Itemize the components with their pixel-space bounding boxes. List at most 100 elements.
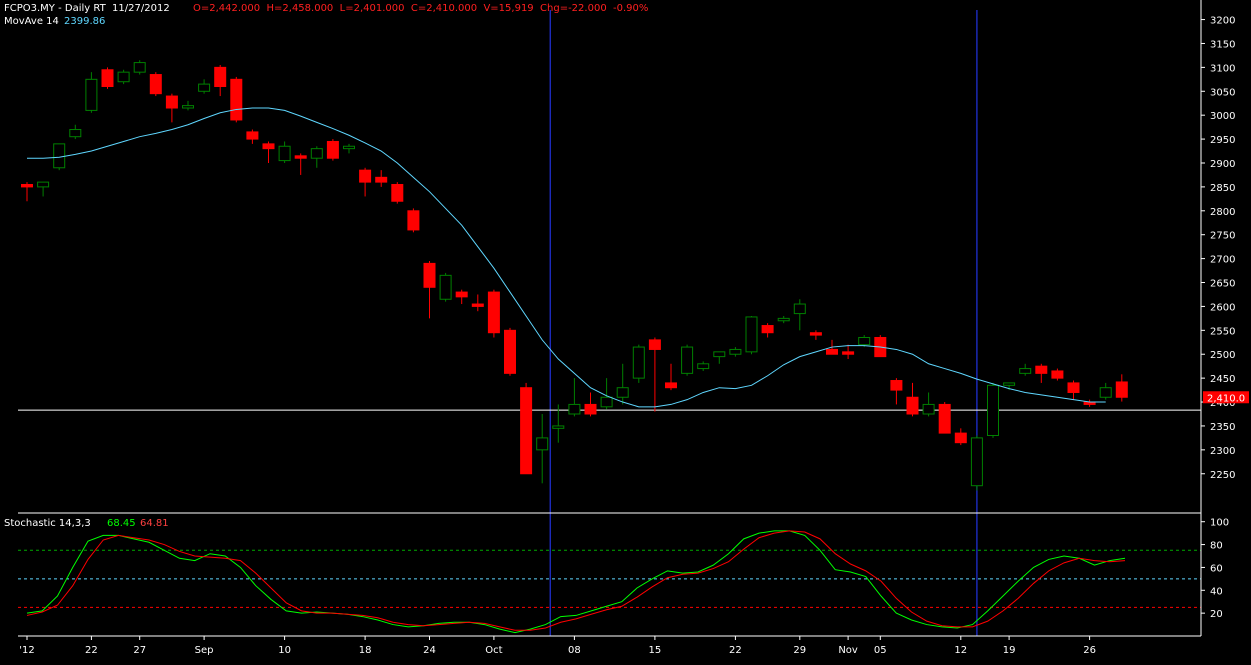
stoch-tick-label: 40 [1210, 586, 1223, 597]
price-tick-label: 2300 [1210, 446, 1235, 457]
price-tick-label: 2350 [1210, 422, 1235, 433]
candle-down [149, 74, 162, 95]
candle-down [504, 329, 516, 374]
candle-up [745, 316, 758, 353]
candle-up [729, 348, 742, 355]
x-tick-label: 22 [85, 645, 98, 656]
candle-down [326, 140, 339, 159]
price-panel [18, 60, 1201, 491]
stoch-k-line [26, 530, 1126, 634]
candle-down [584, 403, 597, 415]
price-tick-label: 2250 [1210, 470, 1235, 481]
stoch-k-value: 68.45 [107, 518, 136, 529]
last-price-box [1203, 391, 1249, 404]
x-tick-label: 26 [1083, 645, 1096, 656]
candle-up [858, 336, 871, 346]
ohlc-line: O=2,442.000 H=2,458.000 L=2,401.000 C=2,… [193, 3, 649, 14]
candle-up [681, 346, 694, 374]
price-tick-label: 2850 [1210, 183, 1235, 194]
x-tick-label: 15 [649, 645, 662, 656]
candle-down [230, 78, 243, 121]
candle-up [343, 145, 355, 150]
price-tick-label: 3000 [1210, 111, 1235, 122]
candle-up [310, 148, 323, 159]
x-tick-label: 29 [793, 645, 806, 656]
stoch-label: Stochastic 14,3,3 [4, 518, 91, 529]
candle-down [954, 432, 967, 444]
candle-up [117, 71, 130, 83]
candle-down [938, 403, 951, 434]
candle-down [262, 143, 275, 150]
x-tick-label: 05 [874, 645, 887, 656]
price-tick-label: 3050 [1210, 87, 1235, 98]
candle-down [375, 176, 388, 183]
candle-up [568, 403, 581, 415]
x-tick-label: 19 [1003, 645, 1016, 656]
x-tick-label: Sep [195, 645, 214, 656]
candle-up [182, 105, 194, 109]
price-tick-label: 2450 [1210, 374, 1235, 385]
candle-down [842, 351, 855, 355]
candle-up [1003, 382, 1016, 386]
candle-up [439, 274, 452, 300]
candle-up [1099, 387, 1112, 398]
price-tick-label: 3100 [1210, 63, 1235, 74]
candle-down [826, 348, 838, 355]
x-tick-label: 27 [133, 645, 146, 656]
candle-up [970, 437, 983, 487]
candle-down [487, 291, 500, 334]
candle-down [665, 382, 677, 389]
x-tick-label: '12 [19, 645, 34, 656]
x-tick-label: 08 [568, 645, 581, 656]
x-tick-label: 12 [954, 645, 967, 656]
candle-down [1115, 381, 1128, 398]
price-tick-label: 2550 [1210, 326, 1235, 337]
candle-up [536, 437, 549, 451]
candle-down [407, 210, 420, 231]
candle-up [53, 143, 66, 169]
candle-up [616, 387, 629, 398]
candle-down [520, 387, 533, 475]
candle-down [391, 184, 404, 202]
candle-up [987, 384, 999, 437]
candle-down [246, 131, 259, 140]
x-tick-label: 22 [729, 645, 742, 656]
candle-up [37, 181, 50, 188]
candle-down [1051, 370, 1064, 379]
price-tick-label: 2750 [1210, 231, 1235, 242]
x-tick-label: Nov [838, 645, 858, 656]
price-tick-label: 3150 [1210, 39, 1235, 50]
candle-up [777, 317, 790, 322]
candle-up [697, 363, 710, 370]
candle-down [359, 169, 372, 183]
x-tick-label: 24 [423, 645, 436, 656]
candle-up [713, 351, 726, 358]
price-tick-label: 3200 [1210, 16, 1235, 27]
price-tick-label: 2500 [1210, 350, 1235, 361]
price-tick-label: 2700 [1210, 255, 1235, 266]
candle-down [648, 339, 661, 350]
price-tick-label: 2900 [1210, 159, 1235, 170]
ma-label: MovAve 14 [4, 16, 59, 27]
candle-up [600, 396, 613, 408]
candle-down [455, 291, 468, 298]
candle-down [1035, 365, 1048, 374]
last-price-label: 2,410.0 [1207, 393, 1245, 404]
stoch-tick-label: 100 [1210, 518, 1229, 529]
stoch-d-line [26, 530, 1126, 631]
axes-layer: 2250 2300 2350 2400 2450 2500 2550 2600 2650 2700… [18, 0, 1249, 656]
candle-down [809, 332, 822, 336]
candle-down [761, 325, 774, 334]
candle-down [165, 95, 178, 109]
price-tick-label: 2400 [1210, 398, 1235, 409]
candle-down [890, 380, 903, 391]
candle-down [21, 184, 33, 188]
candle-up [632, 346, 645, 379]
stoch-tick-label: 20 [1210, 609, 1223, 620]
grid-layer [549, 10, 978, 636]
candle-down [214, 66, 227, 87]
candle-up [1019, 368, 1032, 374]
stoch-tick-label: 80 [1210, 541, 1223, 552]
x-tick-label: 10 [278, 645, 291, 656]
